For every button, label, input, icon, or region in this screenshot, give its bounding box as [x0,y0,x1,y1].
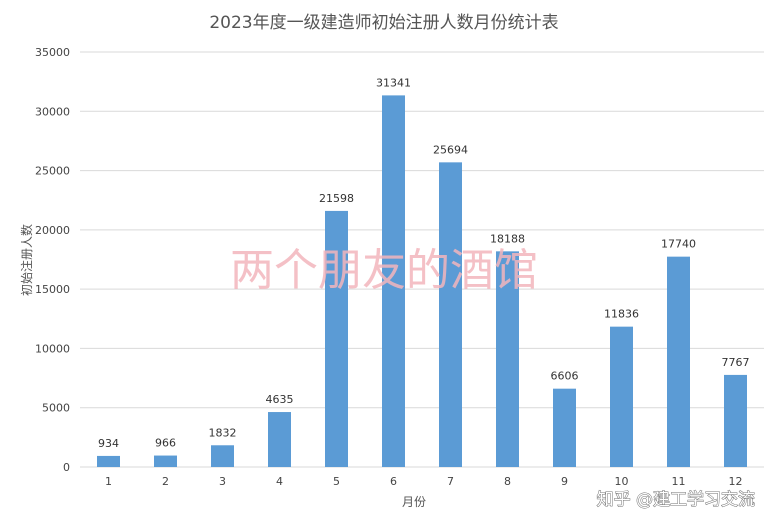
data-label: 31341 [376,76,411,89]
bar [154,455,177,467]
data-label: 6606 [551,370,579,383]
y-tick-label: 10000 [35,342,70,355]
data-label: 7767 [722,356,750,369]
x-tick-label: 4 [276,475,283,488]
data-label: 1832 [209,426,237,439]
bar [211,445,234,467]
x-tick-label: 8 [504,475,511,488]
watermark-text: 两个朋友的酒馆 [230,245,538,296]
y-tick-label: 25000 [35,165,70,178]
x-tick-label: 10 [615,475,629,488]
data-label: 17740 [661,238,696,251]
x-tick-label: 11 [672,475,686,488]
y-tick-label: 30000 [35,105,70,118]
x-axis-ticks: 1 2 3 4 5 6 7 8 9 10 11 12 [105,475,743,488]
data-labels: 934 966 1832 4635 21598 31341 25694 18188 6606 11… [98,76,750,450]
bar [724,374,747,467]
bar [667,256,690,467]
y-tick-label: 5000 [42,402,70,415]
data-label: 934 [98,437,119,450]
data-label: 11836 [604,308,639,321]
x-tick-label: 5 [333,475,340,488]
y-tick-label: 35000 [35,46,70,59]
x-tick-label: 7 [447,475,454,488]
chart-title: 2023年度一级建造师初始注册人数月份统计表 [209,13,558,33]
bar [382,95,405,467]
bars [97,95,747,467]
credit-text: 知乎 @建工学习交流 [597,490,755,510]
data-label: 21598 [319,192,354,205]
bar [268,412,291,467]
data-label: 4635 [266,393,294,406]
x-tick-label: 2 [162,475,169,488]
bar [325,210,348,467]
y-tick-label: 0 [63,461,70,474]
bar [97,455,120,467]
data-label: 25694 [433,143,468,156]
bar [439,162,462,467]
x-tick-label: 9 [561,475,568,488]
x-tick-label: 6 [390,475,397,488]
data-label: 18188 [490,232,525,245]
x-axis-title: 月份 [402,495,426,509]
bar [496,251,519,467]
x-tick-label: 1 [105,475,112,488]
bar [610,326,633,467]
x-tick-label: 3 [219,475,226,488]
bar [553,388,576,467]
data-label: 966 [155,437,176,450]
x-tick-label: 12 [729,475,743,488]
y-axis-ticks: 0 5000 10000 15000 20000 25000 30000 35000 [35,46,70,474]
y-tick-label: 15000 [35,283,70,296]
gridlines [80,51,764,468]
y-axis-title: 初始注册人数 [19,224,34,296]
y-tick-label: 20000 [35,224,70,237]
